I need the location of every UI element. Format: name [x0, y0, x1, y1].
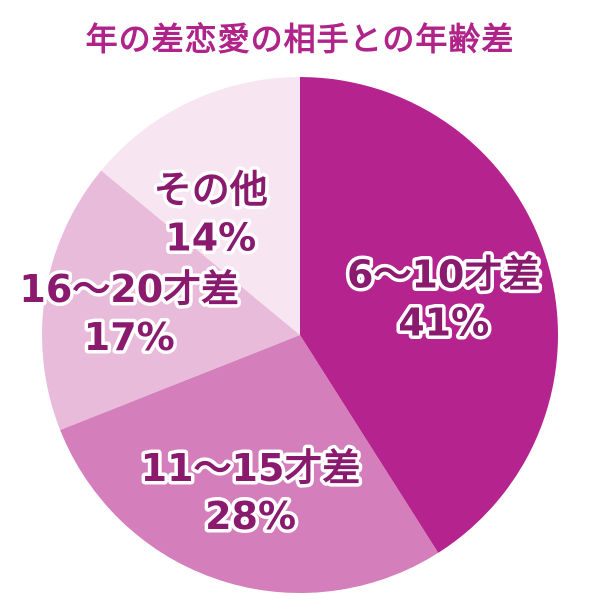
chart-title: 年の差恋愛の相手との年齢差 — [85, 20, 515, 58]
slice-value-2: 28% — [205, 494, 296, 538]
slice-value-4: 14% — [165, 216, 256, 260]
pie-slice-3 — [42, 170, 301, 430]
slice-value-3: 17% — [84, 315, 175, 359]
pie-slices — [42, 76, 558, 593]
slice-label-2: 11〜15才差 — [141, 446, 361, 490]
pie-slice-2 — [60, 335, 439, 593]
pie-slice-4 — [101, 76, 300, 335]
pie-slice-1 — [300, 77, 558, 553]
slice-label-1: 6〜10才差 — [347, 252, 540, 296]
slice-value-1: 41% — [398, 300, 489, 344]
slice-label-4: その他 — [154, 168, 268, 212]
slice-label-3: 16〜20才差 — [19, 267, 239, 311]
